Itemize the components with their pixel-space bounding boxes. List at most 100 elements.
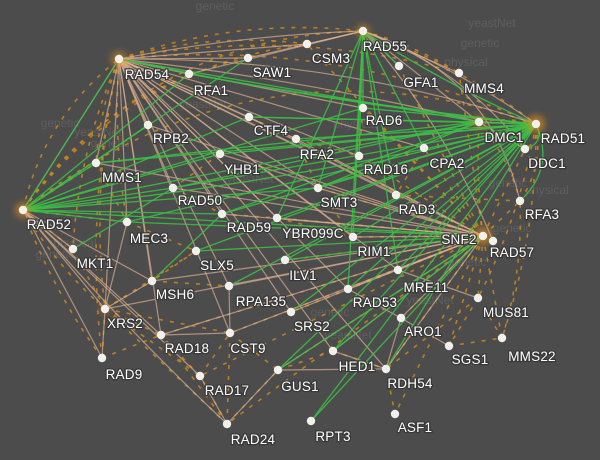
node-rad24[interactable]: [222, 419, 232, 429]
node-msh6[interactable]: [147, 276, 157, 286]
node-srs2[interactable]: [286, 307, 296, 317]
green-edge: [276, 30, 364, 219]
node-rad54[interactable]: [114, 54, 124, 64]
genetic-edge: [116, 58, 128, 223]
node-mec3[interactable]: [122, 217, 132, 227]
labels-layer: RAD54 SAW1 CSM3 RAD55 GFA1 MMS4 RFA1 RAD6 DMC1 RA…: [25, 38, 586, 449]
node-rfa3[interactable]: [515, 196, 525, 206]
node-rpb2[interactable]: [143, 120, 153, 130]
node-mms1[interactable]: [91, 158, 101, 168]
node-snf2[interactable]: [478, 231, 488, 241]
green-edge: [277, 235, 484, 371]
green-edge: [352, 123, 537, 238]
node-ybr099c[interactable]: [272, 213, 282, 223]
node-rad6[interactable]: [358, 103, 368, 113]
genetic-edge: [22, 209, 106, 310]
physical-edge: [118, 43, 308, 60]
genetic-edge: [22, 30, 364, 211]
watermark-text: physical: [444, 55, 487, 69]
node-rfa2[interactable]: [291, 134, 301, 144]
physical-edge: [118, 58, 230, 287]
genetic-edge: [448, 297, 479, 347]
node-cpa2[interactable]: [419, 143, 429, 153]
watermark-text: yeastNet: [74, 125, 122, 139]
physical-edge: [118, 58, 334, 352]
node-csm3[interactable]: [302, 39, 312, 49]
node-mus81[interactable]: [473, 293, 483, 303]
node-rdh54[interactable]: [381, 364, 391, 374]
node-gfa1[interactable]: [394, 61, 404, 71]
green-edge: [72, 187, 174, 250]
node-aro1[interactable]: [396, 313, 406, 323]
genetic-edge: [118, 39, 308, 60]
physical-edge: [104, 280, 153, 310]
green-edge: [172, 121, 480, 189]
node-hed1[interactable]: [328, 346, 338, 356]
node-label-rad51: RAD51: [541, 131, 586, 146]
node-mkt1[interactable]: [68, 244, 78, 254]
node-xrs2[interactable]: [100, 304, 110, 314]
node-mms22[interactable]: [497, 333, 507, 343]
genetic-edge: [226, 332, 231, 425]
node-saw1[interactable]: [243, 53, 253, 63]
node-rad53[interactable]: [343, 284, 353, 294]
node-rpa135[interactable]: [224, 281, 234, 291]
node-ctf4[interactable]: [244, 112, 254, 122]
physical-edge: [95, 162, 484, 237]
physical-edge: [118, 58, 537, 125]
node-rad52[interactable]: [18, 205, 28, 215]
green-edge: [352, 30, 364, 238]
node-ddc1[interactable]: [520, 144, 530, 154]
node-label-mms4: MMS4: [464, 81, 504, 96]
node-yhb1[interactable]: [215, 149, 225, 159]
genetic-edge: [477, 297, 503, 339]
node-rad18[interactable]: [156, 330, 166, 340]
node-dmc1[interactable]: [474, 117, 484, 127]
green-edge: [362, 30, 537, 125]
node-rad3[interactable]: [391, 190, 401, 200]
physical-edge: [219, 153, 484, 237]
node-rad9[interactable]: [97, 353, 107, 363]
watermark-text: yeastNet: [468, 16, 516, 30]
physical-edge: [362, 30, 521, 202]
genetic-edge: [482, 200, 521, 237]
physical-edge: [199, 375, 228, 425]
physical-edge: [22, 209, 103, 359]
node-rad51[interactable]: [531, 119, 541, 129]
node-rad16[interactable]: [354, 151, 364, 161]
physical-edge: [160, 332, 231, 336]
node-cst9[interactable]: [225, 328, 235, 338]
node-rad55[interactable]: [358, 26, 368, 36]
node-rad59[interactable]: [217, 209, 227, 219]
node-rim1[interactable]: [348, 232, 358, 242]
genetic-edge: [385, 297, 479, 370]
node-label-rad18: RAD18: [165, 341, 210, 356]
node-rfa1[interactable]: [184, 69, 194, 79]
node-sgs1[interactable]: [444, 341, 454, 351]
node-rad57[interactable]: [488, 236, 498, 246]
node-smt3[interactable]: [313, 183, 323, 193]
physical-edge: [226, 369, 279, 425]
node-slx5[interactable]: [191, 246, 201, 256]
node-rpt3[interactable]: [306, 416, 316, 426]
node-mms4[interactable]: [454, 68, 464, 78]
genetic-edge: [72, 248, 106, 310]
physical-edge: [151, 235, 484, 282]
node-ilv1[interactable]: [280, 255, 290, 265]
green-edge: [22, 123, 537, 211]
node-label-rpa135: RPA135: [236, 294, 286, 309]
physical-edge: [385, 235, 484, 370]
node-mre11[interactable]: [393, 265, 403, 275]
node-gus1[interactable]: [273, 365, 283, 375]
node-label-rpt3: RPT3: [315, 429, 350, 444]
physical-edge: [22, 209, 74, 250]
node-label-gus1: GUS1: [281, 379, 319, 394]
node-asf1[interactable]: [390, 409, 400, 419]
genetic-edge: [22, 58, 120, 211]
green-edge: [221, 121, 480, 215]
watermark-text: yeastNet: [406, 293, 454, 307]
node-label-asf1: ASF1: [398, 420, 433, 435]
green-edge: [195, 235, 484, 252]
node-rad50[interactable]: [168, 183, 178, 193]
node-rad17[interactable]: [195, 371, 205, 381]
